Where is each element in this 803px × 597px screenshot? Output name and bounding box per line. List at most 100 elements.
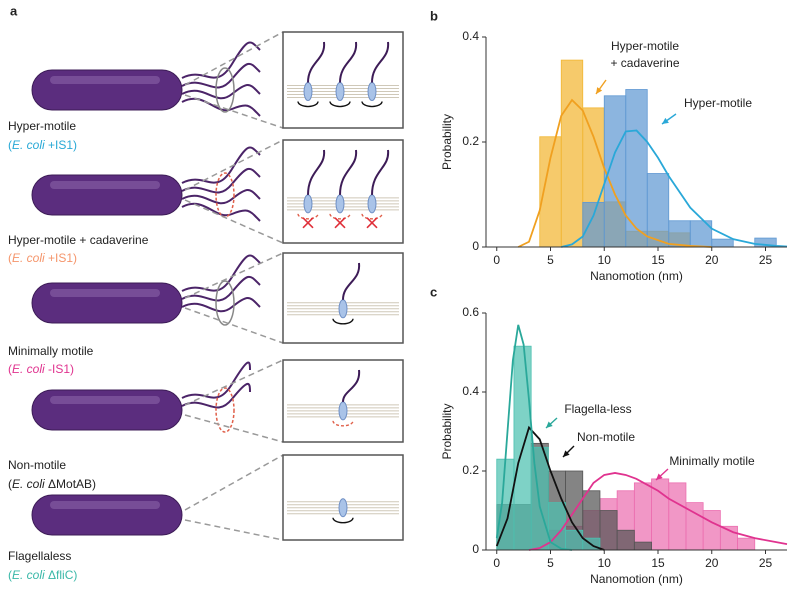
flagellum — [181, 202, 261, 222]
y-tick-label: 0 — [472, 239, 479, 253]
histogram-bar — [599, 510, 618, 551]
strain-part: +IS1) — [45, 138, 77, 152]
x-axis-label: Nanomotion (nm) — [590, 269, 683, 283]
motor — [303, 82, 313, 102]
histogram-bar — [711, 238, 734, 248]
series-annotation: Hyper-motile — [684, 96, 752, 110]
rotation-arrow — [215, 172, 235, 218]
series-annotation: Flagella-less — [564, 402, 631, 416]
flagellum — [181, 189, 261, 205]
strain-part: ΔfliC) — [45, 568, 78, 582]
motor-rotation — [329, 213, 351, 220]
cell-name: Hyper-motile + cadaverine — [8, 233, 149, 247]
strain-part: -IS1) — [45, 362, 74, 376]
motor — [338, 498, 348, 518]
filament — [339, 41, 358, 83]
cell-name: Non-motile — [8, 458, 66, 472]
filament — [307, 149, 326, 195]
histogram-bar — [633, 482, 652, 551]
flagellum — [181, 62, 261, 89]
strain-part: ( — [8, 362, 12, 376]
fit-curve — [528, 472, 788, 551]
motor-rotation — [329, 101, 351, 108]
cell-strain: (E. coli -IS1) — [8, 362, 74, 376]
cell-name: Flagellaless — [8, 549, 71, 563]
zoom-line — [184, 519, 284, 541]
fit-curve — [561, 129, 788, 248]
y-tick-label: 0.4 — [462, 384, 479, 398]
motor — [338, 299, 348, 319]
strain-part: E. coli — [12, 138, 45, 152]
histogram-bar — [668, 220, 691, 248]
block-mark — [334, 217, 346, 229]
strain-part: ΔMotAB) — [45, 477, 96, 491]
flagellum — [181, 167, 261, 194]
cell-strain: (E. coli +IS1) — [8, 138, 77, 152]
x-tick-label: 20 — [705, 556, 719, 570]
x-tick-label: 5 — [547, 253, 554, 267]
histogram-bar — [737, 537, 756, 551]
strain-part: E. coli — [12, 477, 45, 491]
motor — [367, 82, 377, 102]
cell-strain: (E. coli ΔfliC) — [8, 568, 77, 582]
histogram-bar — [702, 510, 721, 551]
histogram-bar — [560, 59, 584, 248]
rotation-arrow — [215, 67, 235, 113]
zoom-line — [184, 454, 284, 511]
zoom-box — [282, 139, 404, 244]
y-tick-label: 0.4 — [462, 29, 479, 43]
x-tick-label: 10 — [598, 253, 612, 267]
strain-part: ( — [8, 477, 12, 491]
histogram-bar — [582, 201, 605, 248]
motor-rotation — [332, 517, 354, 524]
motor-rotation — [361, 213, 383, 220]
fit-curve — [517, 98, 712, 248]
x-tick-label: 0 — [493, 556, 500, 570]
arrow-head — [656, 473, 663, 480]
strain-part: E. coli — [12, 568, 45, 582]
x-tick-label: 25 — [759, 556, 773, 570]
motor-rotation — [332, 318, 354, 325]
y-tick-label: 0 — [472, 542, 479, 556]
fit-curve — [495, 324, 573, 551]
flagellum — [181, 84, 261, 100]
histogram-bar — [616, 529, 635, 551]
filament — [339, 149, 358, 195]
zoom-line — [184, 139, 284, 191]
motor-rotation — [361, 101, 383, 108]
histogram-bar — [625, 89, 648, 248]
zoom-line — [184, 252, 284, 299]
x-tick-label: 0 — [493, 253, 500, 267]
fit-curve — [495, 425, 605, 551]
filament — [307, 41, 326, 83]
flagellum — [181, 297, 261, 313]
motor-rotation — [332, 420, 354, 427]
zoom-box — [282, 31, 404, 129]
filament — [371, 149, 390, 195]
motor — [367, 194, 377, 214]
flagellum — [181, 41, 261, 79]
series-annotation: + cadaverine — [610, 56, 679, 70]
x-tick-label: 10 — [598, 556, 612, 570]
cell-strain: (E. coli ΔMotAB) — [8, 477, 96, 491]
panel-label: c — [430, 284, 437, 299]
x-tick-label: 25 — [759, 253, 773, 267]
filament — [342, 369, 361, 402]
strain-part: ( — [8, 568, 12, 582]
histogram-bar — [496, 458, 515, 551]
x-tick-label: 20 — [705, 253, 719, 267]
block-mark — [366, 217, 378, 229]
y-axis-label: Probability — [440, 403, 454, 459]
y-axis-label: Probability — [440, 114, 454, 170]
flagellum — [181, 97, 261, 117]
rotation-arrow — [215, 387, 235, 433]
flagellum — [181, 275, 261, 302]
strain-part: ( — [8, 138, 12, 152]
zoom-line — [184, 31, 284, 86]
arrow-head — [662, 117, 669, 124]
y-tick-label: 0.2 — [462, 134, 479, 148]
motor — [338, 401, 348, 421]
motor — [335, 82, 345, 102]
x-tick-label: 15 — [651, 556, 665, 570]
